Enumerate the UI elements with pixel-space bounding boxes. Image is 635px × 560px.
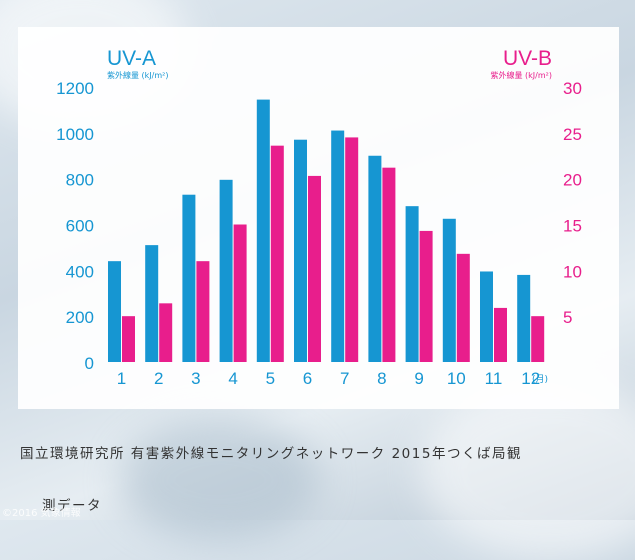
- uv-a-bar: [517, 274, 531, 362]
- x-tick-label: 1: [117, 369, 126, 388]
- uv-b-bar: [270, 145, 284, 362]
- right-tick-label: 30: [563, 79, 582, 98]
- x-tick-label: 4: [228, 369, 237, 388]
- uv-b-bar: [531, 316, 545, 362]
- series-b-title: UV-B: [503, 47, 552, 70]
- right-tick-label: 15: [563, 217, 582, 236]
- uv-b-bar: [233, 224, 247, 362]
- x-tick-label: 12: [521, 369, 540, 388]
- left-tick-label: 400: [66, 262, 94, 281]
- uv-b-bar: [419, 230, 433, 362]
- x-tick-label: 11: [485, 369, 503, 388]
- x-tick-label: 5: [266, 369, 275, 388]
- left-tick-label: 1000: [56, 125, 94, 144]
- uv-a-bar: [294, 139, 307, 362]
- x-tick-label: 6: [303, 369, 312, 388]
- uv-a-bar: [219, 179, 233, 362]
- uv-b-bar: [456, 253, 470, 362]
- right-tick-label: 25: [563, 125, 582, 144]
- watermark: ©2016 気象情報: [2, 508, 81, 519]
- uv-a-bar: [256, 99, 270, 363]
- uv-b-bar: [159, 303, 173, 362]
- uv-a-bar: [480, 271, 493, 362]
- uv-a-bar: [331, 130, 345, 362]
- left-tick-label: 800: [66, 171, 94, 190]
- right-tick-label: 10: [563, 262, 582, 281]
- source-caption-continued: 測データ: [42, 498, 102, 514]
- x-tick-label: 7: [340, 369, 349, 388]
- x-tick-label: 8: [377, 369, 386, 388]
- left-tick-label: 600: [66, 217, 94, 236]
- uv-b-bar: [382, 167, 396, 362]
- uv-b-bar: [494, 307, 507, 362]
- right-tick-label: 20: [563, 171, 582, 190]
- series-a-title: UV-A: [107, 47, 156, 70]
- x-tick-label: 10: [447, 369, 466, 388]
- x-tick-label: 3: [191, 369, 200, 388]
- series-a-unit: 紫外線量 (kJ/m²): [107, 70, 168, 80]
- uv-a-bar: [182, 194, 196, 362]
- uv-b-bar: [196, 261, 210, 362]
- uv-a-bar: [442, 218, 456, 362]
- uv-a-bar: [368, 155, 382, 362]
- uv-b-bar: [308, 175, 321, 362]
- source-caption: 国立環境研究所 有害紫外線モニタリングネットワーク 2015年つくば局観: [20, 446, 522, 462]
- uv-a-bar: [108, 261, 121, 362]
- right-tick-label: 5: [563, 308, 572, 327]
- left-tick-label: 200: [66, 308, 94, 327]
- x-tick-label: 9: [414, 369, 423, 388]
- uv-b-bar: [345, 137, 359, 362]
- left-tick-label: 0: [85, 354, 94, 373]
- uv-b-bar: [122, 316, 135, 362]
- left-tick-label: 1200: [56, 79, 94, 98]
- uv-a-bar: [145, 245, 159, 362]
- x-tick-label: 2: [154, 369, 163, 388]
- uv-a-bar: [405, 206, 419, 362]
- series-b-unit: 紫外線量 (kJ/m²): [491, 70, 552, 80]
- month-unit-label: (月): [532, 374, 548, 385]
